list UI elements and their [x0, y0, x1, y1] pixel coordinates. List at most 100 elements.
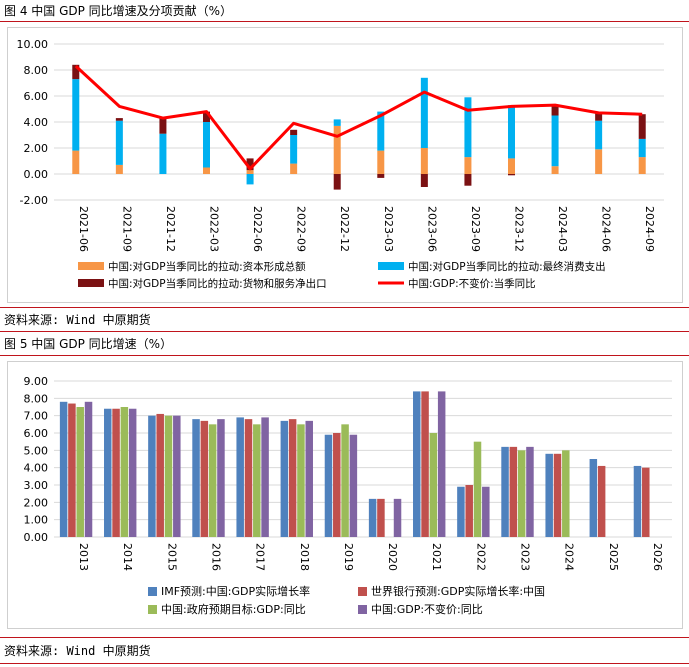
x-tick-label: 2022-09 — [295, 206, 308, 252]
bar — [501, 446, 509, 537]
bar — [333, 433, 341, 537]
bar — [377, 111, 385, 151]
x-tick-label: 2026 — [651, 543, 664, 571]
bar — [115, 118, 123, 121]
x-tick-label: 2025 — [607, 543, 620, 571]
x-tick-label: 2024-06 — [600, 206, 613, 252]
bar — [333, 174, 341, 190]
y-tick-label: 1.00 — [24, 514, 49, 527]
bar — [128, 408, 137, 537]
x-tick-label: 2021 — [430, 543, 443, 571]
bar — [333, 125, 341, 174]
legend-label: 中国:政府预期目标:GDP:同比 — [161, 602, 306, 616]
bar — [393, 498, 402, 537]
legend-label: 世界银行预测:GDP实际增长率:中国 — [371, 584, 545, 598]
x-tick-label: 2024-03 — [556, 206, 569, 252]
bar — [562, 450, 570, 537]
y-tick-label: 8.00 — [24, 392, 49, 405]
bar — [324, 434, 333, 537]
legend-label: 中国:对GDP当季同比的拉动:资本形成总额 — [108, 260, 306, 273]
divider — [0, 21, 689, 22]
bar — [517, 450, 526, 537]
x-tick-label: 2017 — [254, 543, 267, 571]
x-tick-label: 2019 — [342, 543, 355, 571]
bar — [465, 485, 473, 537]
bar — [508, 158, 515, 174]
bar — [297, 424, 305, 537]
bar — [305, 420, 313, 537]
bar — [545, 453, 553, 537]
figure-4-panel: -2.00 0.00 2.00 4.00 6.00 8.00 10.00 2021-06 202… — [7, 27, 683, 303]
bar — [112, 408, 120, 537]
x-tick-label: 2023 — [519, 543, 532, 571]
figure-5-source: 资料来源: Wind 中原期货 — [4, 644, 151, 658]
bar — [509, 446, 518, 537]
y-tick-label: 4.00 — [24, 462, 49, 475]
bar — [464, 97, 472, 158]
bar — [104, 408, 112, 537]
bar — [553, 453, 562, 537]
bar — [526, 446, 534, 537]
x-tick-label: 2018 — [298, 543, 311, 571]
y-tick-label: 6.00 — [24, 90, 49, 103]
divider — [0, 637, 689, 638]
bar — [589, 459, 598, 537]
bar — [420, 148, 428, 174]
legend-label: 中国:对GDP当季同比的拉动:货物和服务净出口 — [108, 277, 327, 290]
bar — [59, 401, 68, 537]
bar — [437, 391, 446, 537]
bar — [72, 64, 80, 80]
bar — [333, 119, 341, 126]
x-tick-label: 2014 — [121, 543, 134, 571]
x-tick-label: 2015 — [165, 543, 178, 571]
bar — [464, 174, 472, 186]
x-tick-label: 2022-06 — [251, 206, 264, 252]
figure-4-source: 资料来源: Wind 中原期货 — [4, 313, 151, 327]
legend-label: IMF预测:中国:GDP实际增长率 — [161, 584, 310, 598]
y-tick-label: 8.00 — [24, 64, 49, 77]
bar — [551, 115, 559, 167]
legend-label: 中国:GDP:不变价:当季同比 — [408, 277, 536, 290]
bar — [420, 174, 428, 187]
y-tick-label: 7.00 — [24, 410, 49, 423]
legend-label: 中国:对GDP当季同比的拉动:最终消费支出 — [408, 260, 606, 273]
x-tick-label: 2023-09 — [469, 206, 482, 252]
figure-4-title: 图 4 中国 GDP 同比增速及分项贡献（%） — [4, 4, 233, 18]
bar — [597, 465, 606, 537]
legend-label: 中国:GDP:不变价:同比 — [371, 602, 483, 616]
bar — [290, 163, 298, 174]
divider — [0, 307, 689, 308]
bar — [349, 434, 358, 537]
divider — [0, 663, 689, 664]
bar — [290, 135, 298, 164]
legend-swatch — [78, 279, 104, 287]
bar — [595, 149, 603, 174]
legend-swatch — [148, 605, 157, 614]
bar — [72, 79, 80, 151]
y-tick-label: 4.00 — [24, 116, 49, 129]
bar — [236, 417, 244, 537]
bar — [551, 166, 559, 174]
bar — [120, 407, 129, 537]
bar — [290, 129, 298, 135]
bar — [84, 401, 93, 537]
bar — [203, 111, 210, 122]
x-tick-label: 2020 — [386, 543, 399, 571]
x-tick-label: 2024-09 — [643, 206, 656, 252]
bar — [368, 498, 377, 537]
bar — [115, 164, 123, 174]
y-tick-label: 2.00 — [24, 496, 49, 509]
bar — [642, 467, 650, 537]
bar — [253, 424, 261, 537]
bar — [246, 174, 254, 185]
x-tick-label: 2023-03 — [382, 206, 395, 252]
bar — [413, 391, 421, 537]
bar — [288, 419, 297, 537]
y-tick-label: 10.00 — [17, 38, 49, 51]
x-tick-label: 2021-06 — [77, 206, 90, 252]
bar — [208, 424, 217, 537]
legend-swatch — [378, 262, 404, 270]
bar — [508, 174, 515, 176]
bar — [203, 122, 210, 168]
bar — [173, 415, 181, 537]
